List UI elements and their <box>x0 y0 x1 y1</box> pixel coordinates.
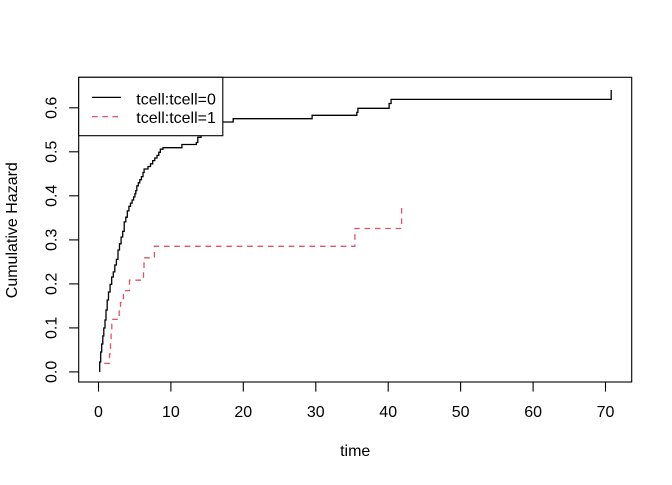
svg-text:0: 0 <box>94 404 103 421</box>
svg-text:50: 50 <box>452 404 470 421</box>
svg-text:20: 20 <box>234 404 252 421</box>
svg-text:Cumulative Hazard: Cumulative Hazard <box>4 162 21 298</box>
svg-text:0.4: 0.4 <box>44 185 61 207</box>
svg-text:0.2: 0.2 <box>44 273 61 295</box>
svg-text:0.6: 0.6 <box>44 97 61 119</box>
svg-text:tcell:tcell=0: tcell:tcell=0 <box>136 91 216 108</box>
svg-text:0.0: 0.0 <box>44 361 61 383</box>
svg-text:0.5: 0.5 <box>44 141 61 163</box>
svg-text:0.3: 0.3 <box>44 229 61 251</box>
svg-text:40: 40 <box>379 404 397 421</box>
svg-text:0.1: 0.1 <box>44 317 61 339</box>
svg-text:30: 30 <box>307 404 325 421</box>
svg-text:70: 70 <box>597 404 615 421</box>
svg-text:time: time <box>340 443 370 460</box>
svg-text:10: 10 <box>162 404 180 421</box>
svg-text:60: 60 <box>524 404 542 421</box>
svg-text:tcell:tcell=1: tcell:tcell=1 <box>136 110 216 127</box>
